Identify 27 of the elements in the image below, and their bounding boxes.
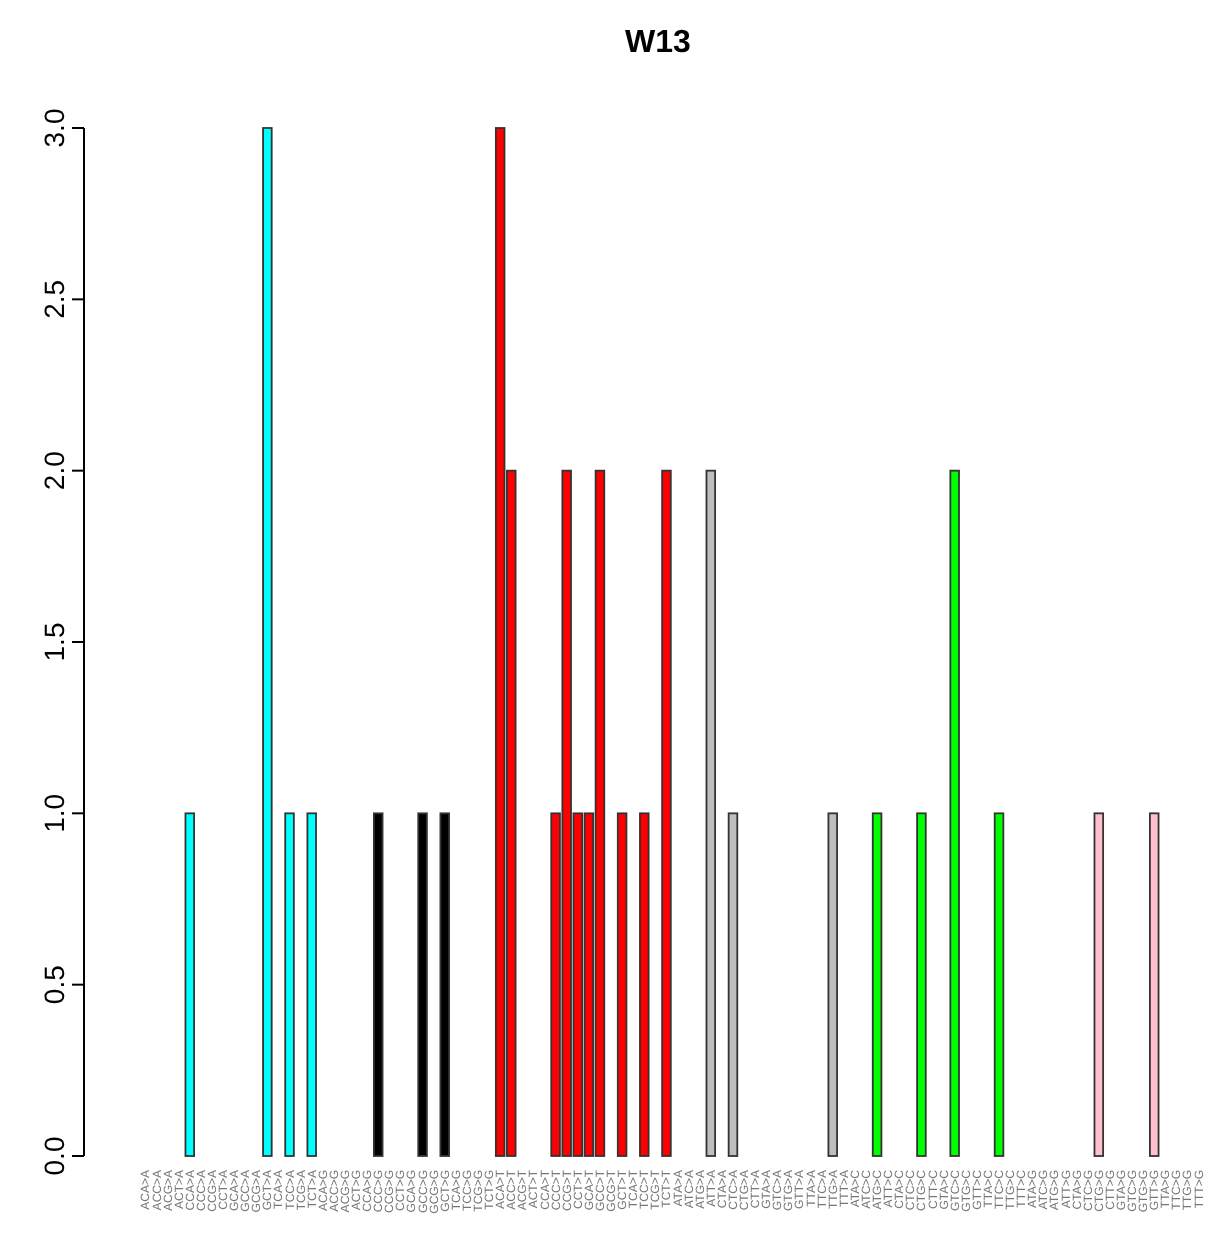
bar: [871, 812, 883, 1157]
bar: [827, 812, 838, 1157]
bar: [661, 469, 672, 1157]
y-tick-label: 0.0: [38, 1136, 70, 1176]
bar: [417, 812, 428, 1157]
bar: [439, 812, 450, 1157]
bar: [639, 812, 650, 1157]
bar: [306, 812, 317, 1157]
chart-title: W13: [625, 26, 692, 60]
bar: [616, 812, 628, 1157]
bar: [184, 812, 195, 1157]
bar: [949, 469, 960, 1157]
bar: [705, 469, 717, 1157]
y-tick-label: 2.0: [38, 450, 70, 491]
bar: [284, 812, 295, 1157]
bar: [373, 812, 384, 1157]
y-tick-label: 1.0: [38, 793, 70, 833]
bar: [1093, 812, 1105, 1157]
bar: [993, 812, 1005, 1157]
y-tick-label: 2.5: [38, 279, 70, 319]
bar: [727, 812, 739, 1157]
y-tick-label: 1.5: [38, 622, 70, 662]
y-tick-label: 0.5: [38, 964, 70, 1005]
bar: [262, 127, 273, 1157]
bar: [1149, 812, 1160, 1157]
y-tick-label: 3.0: [38, 108, 70, 148]
bar: [916, 812, 927, 1157]
